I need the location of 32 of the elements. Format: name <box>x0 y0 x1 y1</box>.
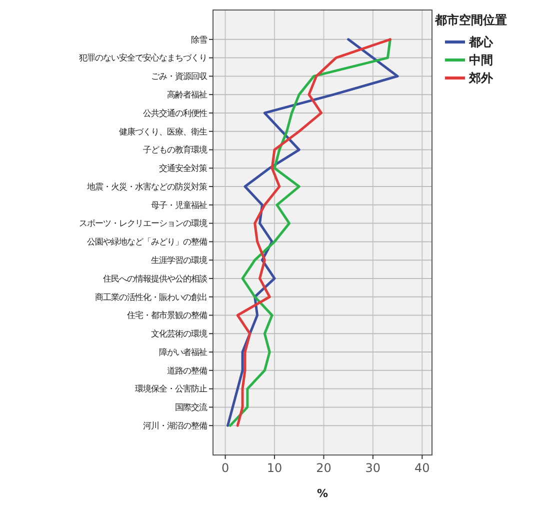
y-tick-label: 子どもの教育環境 <box>143 144 207 155</box>
y-tick-label: 公園や緑地など「みどり」の整備 <box>87 236 207 247</box>
y-tick-label: 犯罪のない安全で安心なまちづくり <box>79 52 207 63</box>
legend-label: 都心 <box>468 35 494 50</box>
y-tick-label: 環境保全・公害防止 <box>135 384 207 394</box>
y-tick-label: 公共交通の利便性 <box>143 108 207 118</box>
x-tick-label: 20 <box>316 461 332 475</box>
y-tick-label: 高齢者福祉 <box>167 90 207 100</box>
y-tick-label: 生涯学習の環境 <box>151 255 207 266</box>
x-tick-label: 10 <box>266 461 282 475</box>
y-tick-label: 文化芸術の環境 <box>151 328 207 339</box>
y-tick-label: 住宅・都市景観の整備 <box>127 310 207 320</box>
legend-label: 郊外 <box>468 71 494 86</box>
y-tick-label: 河川・湖沼の整備 <box>143 420 207 431</box>
y-tick-label: 母子・児童福祉 <box>151 200 207 210</box>
y-tick-label: 国際交流 <box>175 402 207 412</box>
y-tick-label: 健康づくり、医療、衛生 <box>119 126 207 136</box>
y-tick-label: 商工業の活性化・賑わいの創出 <box>95 292 207 302</box>
y-tick-label: 地震・火災・水害などの防災対策 <box>86 181 207 192</box>
x-tick-label: 0 <box>221 461 230 475</box>
legend-title: 都市空間位置 <box>434 13 507 27</box>
y-tick-label: 交通安全対策 <box>159 163 207 174</box>
y-tick-label: 除雪 <box>191 34 207 44</box>
y-tick-label: 障がい者福祉 <box>159 346 207 357</box>
y-tick-label: 住民への情報提供や公的相談 <box>103 273 207 284</box>
y-tick-label: 道路の整備 <box>167 365 207 376</box>
y-tick-label: スポーツ・レクリエーションの環境 <box>79 218 207 228</box>
x-axis-title: % <box>316 487 328 500</box>
legend-label: 中間 <box>469 53 493 68</box>
y-tick-label: ごみ・資源回収 <box>151 71 207 82</box>
x-tick-label: 30 <box>365 461 381 475</box>
x-tick-label: 40 <box>414 461 430 475</box>
